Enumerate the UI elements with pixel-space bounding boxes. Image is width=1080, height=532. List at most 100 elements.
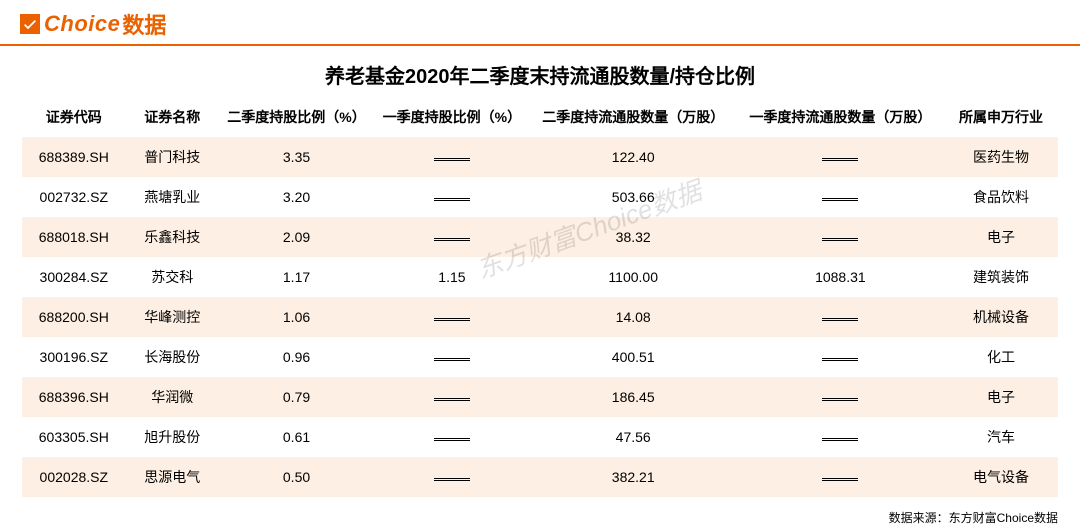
table-row: 002732.SZ燕塘乳业3.20 503.66 食品饮料 xyxy=(22,177,1058,217)
cell-q1-ratio xyxy=(374,417,529,457)
holdings-table-wrap: 证券代码 证券名称 二季度持股比例（%） 一季度持股比例（%） 二季度持流通股数… xyxy=(0,99,1080,497)
holdings-table: 证券代码 证券名称 二季度持股比例（%） 一季度持股比例（%） 二季度持流通股数… xyxy=(22,99,1058,497)
cell-industry: 汽车 xyxy=(944,417,1058,457)
cell-q2-ratio: 3.20 xyxy=(219,177,374,217)
dash-icon xyxy=(822,358,858,359)
table-row: 688396.SH华润微0.79 186.45 电子 xyxy=(22,377,1058,417)
cell-q2-shares: 122.40 xyxy=(530,137,737,177)
cell-q2-ratio: 0.50 xyxy=(219,457,374,497)
cell-code: 688396.SH xyxy=(22,377,126,417)
dash-icon xyxy=(434,478,470,479)
table-row: 688389.SH普门科技3.35122.40医药生物 xyxy=(22,137,1058,177)
cell-q1-shares: 1088.31 xyxy=(737,257,944,297)
cell-name: 华峰测控 xyxy=(126,297,219,337)
cell-q2-ratio: 1.17 xyxy=(219,257,374,297)
dash-icon xyxy=(434,358,470,359)
cell-q1-shares xyxy=(737,417,944,457)
dash-icon xyxy=(822,438,858,439)
cell-q1-ratio xyxy=(374,457,529,497)
brand-header: Choice 数据 xyxy=(0,0,1080,46)
cell-industry: 电气设备 xyxy=(944,457,1058,497)
col-code: 证券代码 xyxy=(22,99,126,137)
col-q2-ratio: 二季度持股比例（%） xyxy=(219,99,374,137)
brand-logo-cn: 数据 xyxy=(122,8,166,40)
cell-q1-shares xyxy=(737,377,944,417)
cell-q1-shares xyxy=(737,457,944,497)
table-row: 002028.SZ思源电气0.50 382.21 电气设备 xyxy=(22,457,1058,497)
col-name: 证券名称 xyxy=(126,99,219,137)
dash-icon xyxy=(822,158,858,159)
dash-icon xyxy=(434,398,470,399)
cell-name: 普门科技 xyxy=(126,137,219,177)
cell-q1-ratio: 1.15 xyxy=(374,257,529,297)
cell-name: 旭升股份 xyxy=(126,417,219,457)
cell-q2-shares: 400.51 xyxy=(530,337,737,377)
cell-name: 燕塘乳业 xyxy=(126,177,219,217)
cell-q1-shares xyxy=(737,337,944,377)
cell-q2-ratio: 3.35 xyxy=(219,137,374,177)
table-header-row: 证券代码 证券名称 二季度持股比例（%） 一季度持股比例（%） 二季度持流通股数… xyxy=(22,99,1058,137)
cell-q2-ratio: 1.06 xyxy=(219,297,374,337)
cell-q2-shares: 382.21 xyxy=(530,457,737,497)
cell-q1-ratio xyxy=(374,137,529,177)
table-row: 300284.SZ苏交科1.171.151100.001088.31建筑装饰 xyxy=(22,257,1058,297)
cell-name: 思源电气 xyxy=(126,457,219,497)
cell-industry: 机械设备 xyxy=(944,297,1058,337)
cell-q1-shares xyxy=(737,137,944,177)
col-industry: 所属申万行业 xyxy=(944,99,1058,137)
brand-logo-en: Choice xyxy=(44,11,120,37)
cell-q1-shares xyxy=(737,177,944,217)
dash-icon xyxy=(822,478,858,479)
cell-q2-shares: 1100.00 xyxy=(530,257,737,297)
cell-industry: 建筑装饰 xyxy=(944,257,1058,297)
cell-q2-shares: 503.66 xyxy=(530,177,737,217)
cell-q1-ratio xyxy=(374,337,529,377)
dash-icon xyxy=(434,198,470,199)
cell-name: 长海股份 xyxy=(126,337,219,377)
dash-icon xyxy=(822,318,858,319)
page-title: 养老基金2020年二季度末持流通股数量/持仓比例 xyxy=(0,46,1080,99)
dash-icon xyxy=(434,158,470,159)
cell-industry: 电子 xyxy=(944,377,1058,417)
table-row: 688200.SH华峰测控1.06 14.08 机械设备 xyxy=(22,297,1058,337)
cell-q2-shares: 14.08 xyxy=(530,297,737,337)
table-row: 300196.SZ长海股份0.96 400.51 化工 xyxy=(22,337,1058,377)
cell-q2-ratio: 2.09 xyxy=(219,217,374,257)
cell-industry: 化工 xyxy=(944,337,1058,377)
cell-q1-shares xyxy=(737,217,944,257)
cell-q2-shares: 38.32 xyxy=(530,217,737,257)
dash-icon xyxy=(822,238,858,239)
dash-icon xyxy=(822,398,858,399)
cell-q1-ratio xyxy=(374,217,529,257)
table-row: 688018.SH乐鑫科技2.09 38.32 电子 xyxy=(22,217,1058,257)
cell-q2-ratio: 0.61 xyxy=(219,417,374,457)
cell-code: 688018.SH xyxy=(22,217,126,257)
cell-q1-shares xyxy=(737,297,944,337)
cell-q2-ratio: 0.96 xyxy=(219,337,374,377)
cell-industry: 电子 xyxy=(944,217,1058,257)
data-source: 数据来源：东方财富Choice数据 xyxy=(889,509,1058,526)
table-row: 603305.SH旭升股份0.61 47.56 汽车 xyxy=(22,417,1058,457)
col-q1-ratio: 一季度持股比例（%） xyxy=(374,99,529,137)
cell-code: 688200.SH xyxy=(22,297,126,337)
dash-icon xyxy=(434,318,470,319)
cell-name: 乐鑫科技 xyxy=(126,217,219,257)
dash-icon xyxy=(434,438,470,439)
check-icon xyxy=(20,14,40,34)
cell-code: 300196.SZ xyxy=(22,337,126,377)
col-q1-shares: 一季度持流通股数量（万股） xyxy=(737,99,944,137)
cell-q1-ratio xyxy=(374,297,529,337)
cell-code: 002732.SZ xyxy=(22,177,126,217)
cell-code: 603305.SH xyxy=(22,417,126,457)
cell-q1-ratio xyxy=(374,177,529,217)
cell-code: 002028.SZ xyxy=(22,457,126,497)
cell-name: 华润微 xyxy=(126,377,219,417)
cell-q1-ratio xyxy=(374,377,529,417)
cell-q2-shares: 47.56 xyxy=(530,417,737,457)
cell-q2-ratio: 0.79 xyxy=(219,377,374,417)
cell-q2-shares: 186.45 xyxy=(530,377,737,417)
cell-name: 苏交科 xyxy=(126,257,219,297)
dash-icon xyxy=(434,238,470,239)
col-q2-shares: 二季度持流通股数量（万股） xyxy=(530,99,737,137)
cell-industry: 食品饮料 xyxy=(944,177,1058,217)
